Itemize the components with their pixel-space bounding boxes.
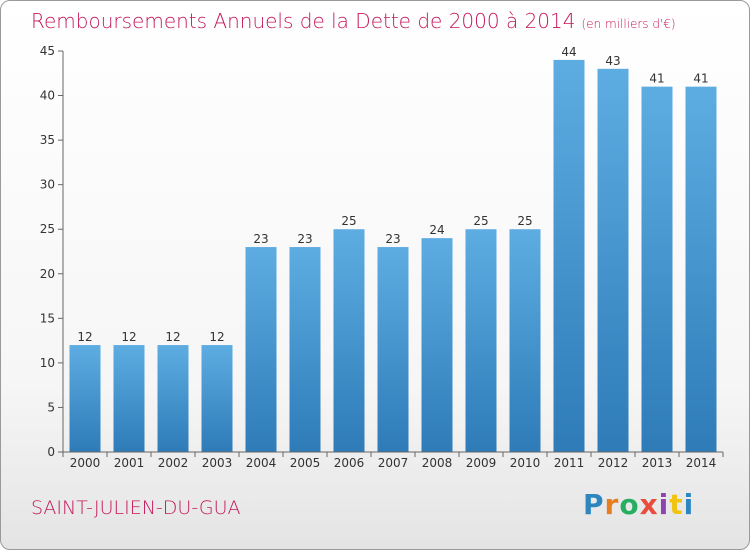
axes-group: 0 5 10 15 20 25 30 35 40 45 2000 2001 2002 2003 2004 20… (40, 44, 724, 470)
y-tick-label: 40 (40, 89, 55, 103)
y-tick-label: 5 (47, 400, 55, 414)
data-label: 41 (649, 72, 664, 86)
x-tick-label: 2013 (642, 456, 673, 470)
x-tick-label: 2006 (334, 456, 365, 470)
bars-group: 12 12 12 12 23 23 25 23 24 25 25 44 43 41 41 (69, 45, 717, 453)
data-label: 25 (517, 214, 532, 228)
y-tick-label: 25 (40, 222, 55, 236)
bar (421, 238, 453, 452)
data-label: 41 (693, 72, 708, 86)
data-label: 23 (253, 232, 268, 246)
bar (201, 345, 233, 452)
x-tick-label: 2011 (554, 456, 585, 470)
bar (509, 229, 541, 452)
proxiti-logo: Proxiti (583, 488, 694, 521)
y-tick-label: 10 (40, 356, 55, 370)
brand-letter: t (669, 488, 684, 521)
data-label: 43 (605, 54, 620, 68)
brand-letter: i (658, 488, 670, 521)
brand-letter: o (619, 488, 640, 521)
chart-title: Remboursements Annuels de la Dette de 20… (31, 9, 676, 33)
bar (245, 247, 277, 452)
bar (69, 345, 101, 452)
x-tick-label: 2001 (114, 456, 145, 470)
x-tick-label: 2008 (422, 456, 453, 470)
y-tick-label: 0 (47, 445, 55, 459)
bar (289, 247, 321, 452)
x-tick-label: 2003 (202, 456, 233, 470)
y-tick-label: 35 (40, 133, 55, 147)
bar (333, 229, 365, 452)
y-tick-label: 30 (40, 178, 55, 192)
bar (641, 86, 673, 453)
bar (685, 86, 717, 453)
data-label: 25 (341, 214, 356, 228)
x-tick-label: 2009 (466, 456, 497, 470)
bar (157, 345, 189, 452)
brand-letter: P (583, 488, 605, 521)
x-tick-label: 2007 (378, 456, 409, 470)
y-tick-label: 20 (40, 267, 55, 281)
data-label: 12 (209, 330, 224, 344)
data-label: 12 (165, 330, 180, 344)
x-tick-label: 2005 (290, 456, 321, 470)
data-label: 25 (473, 214, 488, 228)
bar (113, 345, 145, 452)
bar (465, 229, 497, 452)
data-label: 23 (385, 232, 400, 246)
x-tick-label: 2002 (158, 456, 189, 470)
brand-letter: r (604, 488, 620, 521)
x-tick-label: 2004 (246, 456, 277, 470)
x-tick-label: 2010 (510, 456, 541, 470)
chart-subtitle: (en milliers d'€) (581, 17, 676, 31)
data-label: 23 (297, 232, 312, 246)
brand-letter: i (683, 488, 695, 521)
x-tick-label: 2000 (70, 456, 101, 470)
brand-letter: x (639, 488, 659, 521)
bar (553, 59, 585, 453)
chart-title-text: Remboursements Annuels de la Dette de 20… (31, 9, 576, 33)
y-tick-label: 15 (40, 311, 55, 325)
city-name: SAINT-JULIEN-DU-GUA (31, 497, 241, 519)
bar (377, 247, 409, 452)
x-tick-label: 2012 (598, 456, 629, 470)
x-tick-label: 2014 (686, 456, 717, 470)
data-label: 12 (121, 330, 136, 344)
bar (597, 68, 629, 453)
data-label: 44 (561, 45, 576, 59)
data-label: 12 (77, 330, 92, 344)
data-label: 24 (429, 223, 444, 237)
y-tick-label: 45 (40, 44, 55, 58)
